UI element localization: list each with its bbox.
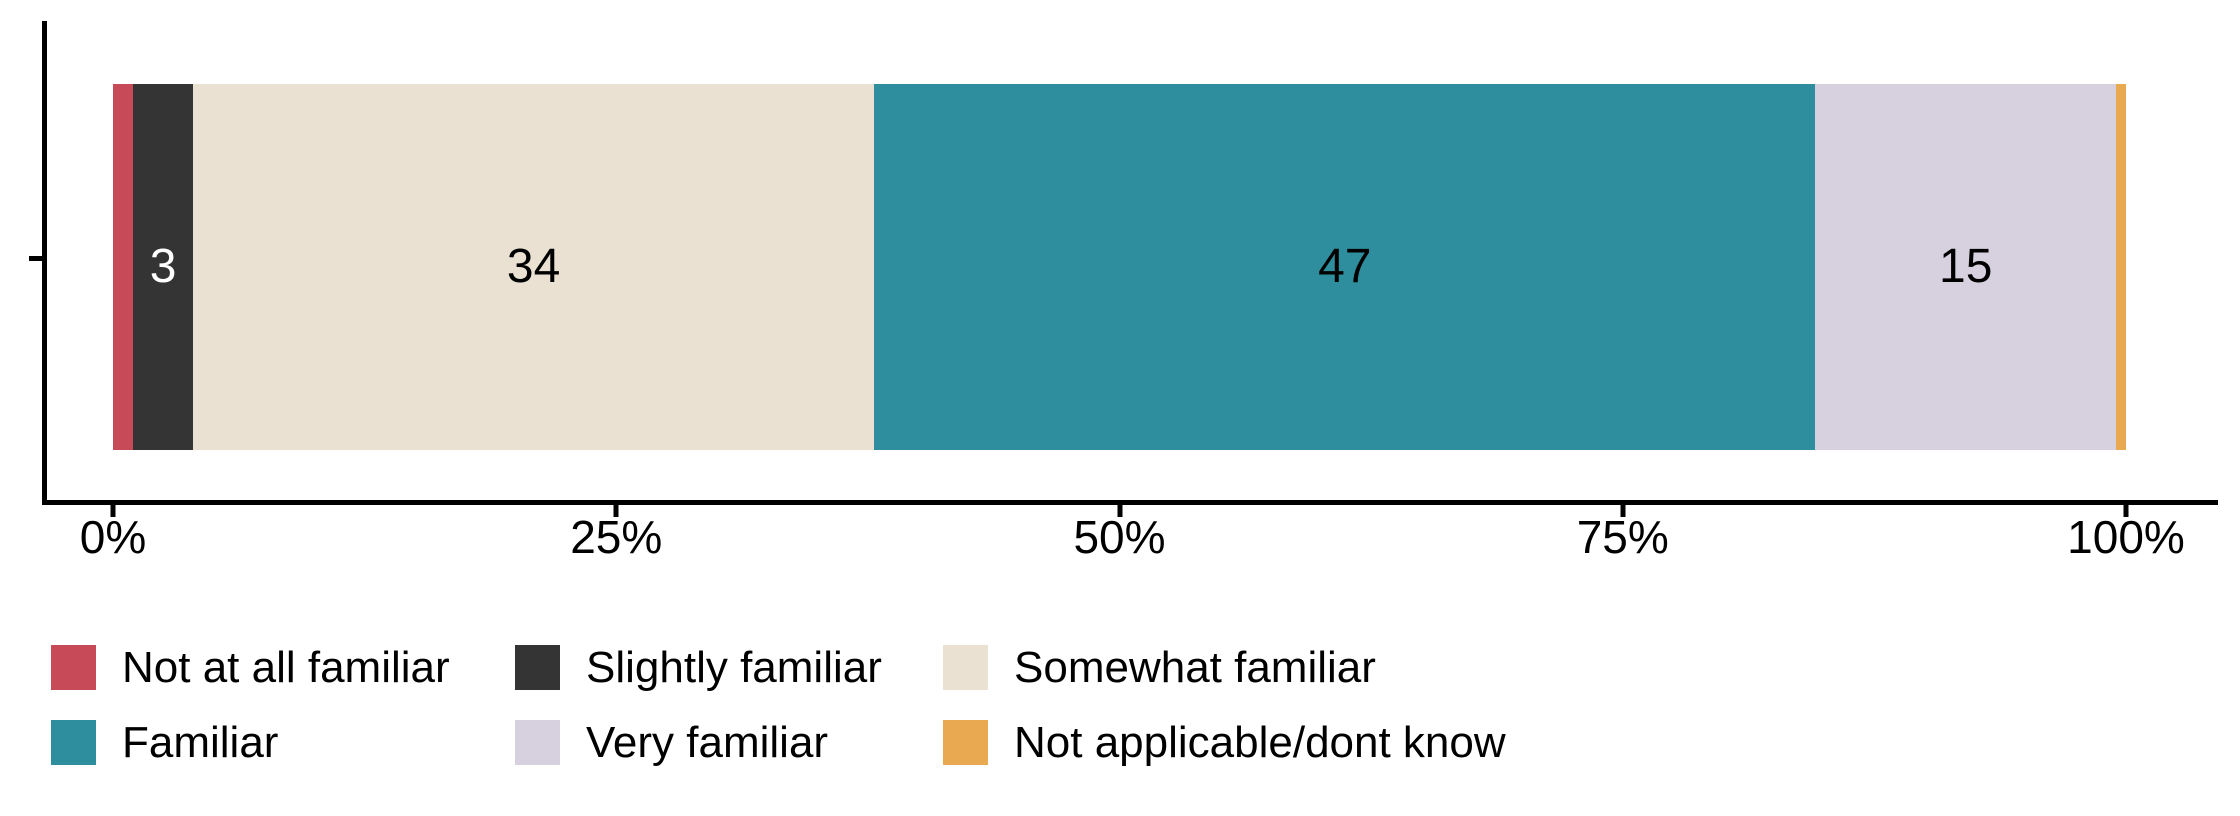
legend-swatch — [51, 645, 96, 690]
legend-item: Not applicable/dont know — [943, 720, 1506, 765]
legend-label: Not applicable/dont know — [1014, 717, 1506, 767]
legend: Not at all familiar Slightly familiar Some… — [51, 645, 1506, 765]
bar-segment: 34 — [193, 84, 875, 450]
bar-segment-label: 34 — [506, 240, 561, 293]
legend-label: Familiar — [122, 717, 279, 767]
stacked-bar: 3 34 47 15 — [113, 84, 2126, 450]
legend-swatch — [515, 720, 560, 765]
y-axis-line — [42, 21, 47, 505]
bar-segment-label: 3 — [149, 240, 177, 293]
x-axis-tick — [1620, 505, 1626, 517]
y-axis-tick — [29, 256, 43, 261]
x-axis-tick-label: 25% — [570, 511, 663, 563]
x-axis-tick-label: 75% — [1576, 511, 1669, 563]
legend-swatch — [943, 720, 988, 765]
bar-segment-label: 47 — [1318, 240, 1372, 293]
legend-swatch — [943, 645, 988, 690]
legend-label: Not at all familiar — [122, 642, 450, 692]
bar-segment: 3 — [133, 84, 194, 450]
x-axis-line — [42, 500, 2218, 505]
x-axis-tick — [2123, 505, 2129, 517]
bar-segment-label: 15 — [1939, 240, 1993, 293]
x-axis-tick — [1117, 505, 1122, 517]
x-axis-tick-label: 0% — [79, 511, 147, 563]
legend-swatch — [515, 645, 560, 690]
x-axis-tick — [613, 505, 619, 517]
x-axis-tick-label: 50% — [1073, 511, 1166, 563]
bar-segment — [113, 84, 134, 450]
legend-item: Slightly familiar — [515, 645, 943, 690]
legend-item: Familiar — [51, 720, 515, 765]
legend-label: Slightly familiar — [586, 642, 882, 692]
x-axis-tick-label: 100% — [2067, 511, 2185, 563]
legend-item: Very familiar — [515, 720, 943, 765]
legend-label: Somewhat familiar — [1014, 642, 1376, 692]
bar-segment: 47 — [874, 84, 1816, 450]
legend-item: Somewhat familiar — [943, 645, 1506, 690]
bar-segment — [2115, 84, 2126, 450]
bar-segment: 15 — [1815, 84, 2116, 450]
legend-item: Not at all familiar — [51, 645, 515, 690]
legend-label: Very familiar — [586, 717, 829, 767]
legend-swatch — [51, 720, 96, 765]
x-axis-tick — [110, 505, 116, 517]
